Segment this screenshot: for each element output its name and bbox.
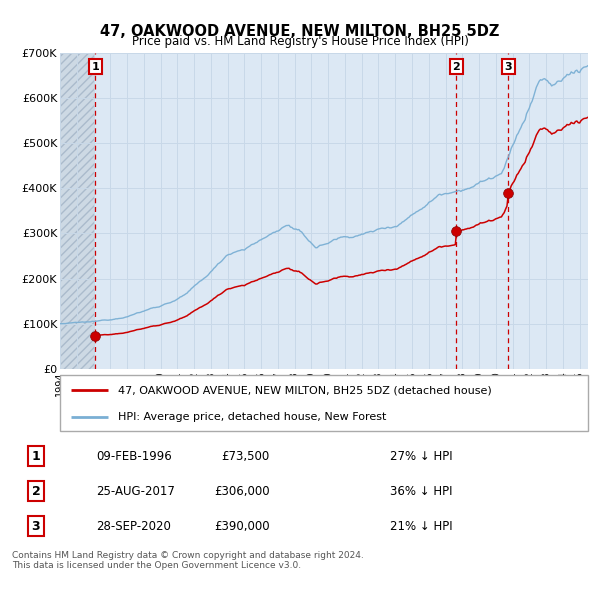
Text: 2: 2 <box>32 484 40 498</box>
Text: 28-SEP-2020: 28-SEP-2020 <box>96 520 171 533</box>
Text: Contains HM Land Registry data © Crown copyright and database right 2024.
This d: Contains HM Land Registry data © Crown c… <box>12 551 364 570</box>
Text: £306,000: £306,000 <box>214 484 270 498</box>
Text: 36% ↓ HPI: 36% ↓ HPI <box>390 484 452 498</box>
Text: Price paid vs. HM Land Registry's House Price Index (HPI): Price paid vs. HM Land Registry's House … <box>131 35 469 48</box>
Text: 21% ↓ HPI: 21% ↓ HPI <box>390 520 452 533</box>
FancyBboxPatch shape <box>60 375 588 431</box>
Text: £73,500: £73,500 <box>222 450 270 463</box>
Text: 1: 1 <box>91 61 99 71</box>
Text: 25-AUG-2017: 25-AUG-2017 <box>96 484 175 498</box>
Text: 47, OAKWOOD AVENUE, NEW MILTON, BH25 5DZ (detached house): 47, OAKWOOD AVENUE, NEW MILTON, BH25 5DZ… <box>118 385 492 395</box>
Text: HPI: Average price, detached house, New Forest: HPI: Average price, detached house, New … <box>118 412 386 422</box>
Text: £390,000: £390,000 <box>214 520 270 533</box>
Text: 2: 2 <box>452 61 460 71</box>
Text: 1: 1 <box>32 450 40 463</box>
Text: 3: 3 <box>505 61 512 71</box>
Text: 3: 3 <box>32 520 40 533</box>
Text: 09-FEB-1996: 09-FEB-1996 <box>96 450 172 463</box>
Text: 47, OAKWOOD AVENUE, NEW MILTON, BH25 5DZ: 47, OAKWOOD AVENUE, NEW MILTON, BH25 5DZ <box>100 24 500 38</box>
Text: 27% ↓ HPI: 27% ↓ HPI <box>390 450 452 463</box>
